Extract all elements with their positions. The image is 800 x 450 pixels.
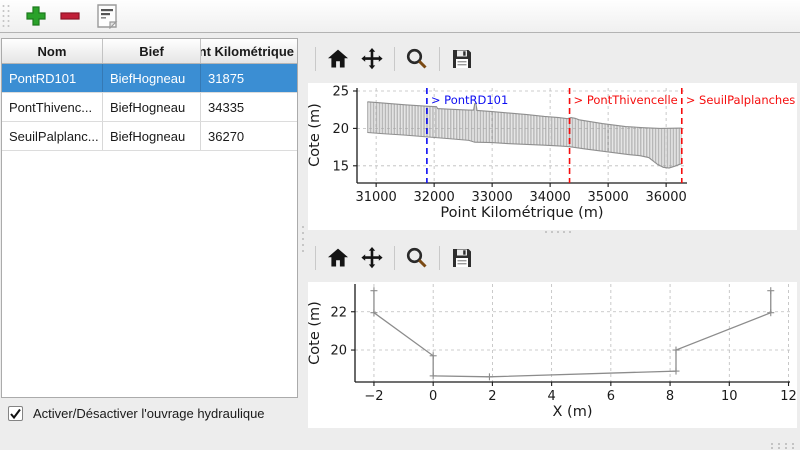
zoom-icon (406, 247, 427, 268)
svg-text:2: 2 (488, 389, 496, 404)
document-icon (97, 4, 118, 29)
home-icon (328, 49, 348, 68)
svg-text:8: 8 (666, 389, 674, 404)
column-header-pk[interactable]: Point Kilométrique (201, 43, 294, 59)
section-plot-toolbar (310, 243, 479, 273)
zoom-button[interactable] (403, 244, 431, 272)
svg-text:> PontThivencelle: > PontThivencelle (574, 93, 678, 107)
svg-text:15: 15 (332, 159, 349, 174)
svg-text:20: 20 (332, 122, 349, 137)
svg-text:36000: 36000 (645, 190, 686, 205)
toolbar-separator (439, 246, 440, 270)
pan-icon (361, 48, 383, 70)
save-button[interactable] (448, 45, 476, 73)
save-button[interactable] (448, 244, 476, 272)
zoom-icon (406, 48, 427, 69)
structures-table: Nom Bief Point Kilométrique PontRD101 Bi… (1, 38, 298, 398)
checkmark-icon (10, 408, 21, 420)
remove-structure-button[interactable] (56, 2, 84, 30)
svg-text:0: 0 (429, 389, 437, 404)
profile-plot-toolbar (310, 44, 479, 74)
svg-text:6: 6 (607, 389, 615, 404)
column-header-nom[interactable]: Nom (2, 39, 103, 63)
home-button[interactable] (324, 244, 352, 272)
vertical-splitter-handle[interactable] (300, 224, 306, 256)
toolbar-separator (315, 246, 316, 270)
svg-text:12: 12 (780, 389, 797, 404)
pan-button[interactable] (358, 45, 386, 73)
save-icon (453, 249, 471, 267)
horizontal-splitter-handle[interactable] (543, 229, 575, 235)
svg-text:25: 25 (332, 84, 349, 99)
plus-icon (26, 6, 46, 26)
svg-text:34000: 34000 (529, 190, 570, 205)
table-row[interactable]: SeuilPalplanc... BiefHogneau 36270 (2, 122, 297, 151)
svg-text:4: 4 (547, 389, 555, 404)
toolbar-separator (394, 246, 395, 270)
add-structure-button[interactable] (22, 2, 50, 30)
table-row[interactable]: PontRD101 BiefHogneau 31875 (2, 64, 297, 93)
window-resize-grip[interactable] (770, 442, 798, 450)
svg-text:> PontRD101: > PontRD101 (431, 93, 508, 107)
zoom-button[interactable] (403, 45, 431, 73)
svg-text:Point Kilométrique (m): Point Kilométrique (m) (440, 205, 603, 221)
main-toolbar (0, 0, 800, 33)
enable-structure-checkbox[interactable] (8, 406, 23, 421)
enable-structure-row: Activer/Désactiver l'ouvrage hydraulique (8, 406, 265, 421)
edit-notes-button[interactable] (93, 2, 121, 30)
svg-text:33000: 33000 (471, 190, 512, 205)
table-row[interactable]: PontThivenc... BiefHogneau 34335 (2, 93, 297, 122)
save-icon (453, 50, 471, 68)
enable-structure-label: Activer/Désactiver l'ouvrage hydraulique (33, 406, 265, 421)
svg-text:Cote (m): Cote (m) (308, 301, 323, 365)
home-icon (328, 248, 348, 267)
svg-text:> SeuilPalplanches: > SeuilPalplanches (686, 93, 796, 107)
svg-text:20: 20 (330, 344, 347, 359)
table-header: Nom Bief Point Kilométrique (2, 39, 297, 64)
cross-section-chart[interactable]: −2 0 2 4 6 8 10 12 20 22 X (m) Cote (m) (308, 282, 797, 428)
svg-text:35000: 35000 (587, 190, 628, 205)
svg-text:−2: −2 (364, 389, 383, 404)
home-button[interactable] (324, 45, 352, 73)
pan-icon (361, 247, 383, 269)
svg-text:Cote (m): Cote (m) (308, 103, 323, 167)
svg-text:X (m): X (m) (553, 404, 593, 420)
toolbar-separator (394, 47, 395, 71)
svg-text:32000: 32000 (413, 190, 454, 205)
toolbar-separator (315, 47, 316, 71)
column-header-bief[interactable]: Bief (103, 39, 201, 63)
svg-text:22: 22 (330, 305, 347, 320)
svg-text:31000: 31000 (355, 190, 396, 205)
svg-text:10: 10 (721, 389, 738, 404)
minus-icon (60, 12, 80, 20)
pan-button[interactable] (358, 244, 386, 272)
toolbar-separator (439, 47, 440, 71)
profile-chart[interactable]: 31000 32000 33000 34000 35000 36000 15 20 25 Poin… (308, 83, 797, 230)
toolbar-drag-handle[interactable] (1, 3, 12, 29)
